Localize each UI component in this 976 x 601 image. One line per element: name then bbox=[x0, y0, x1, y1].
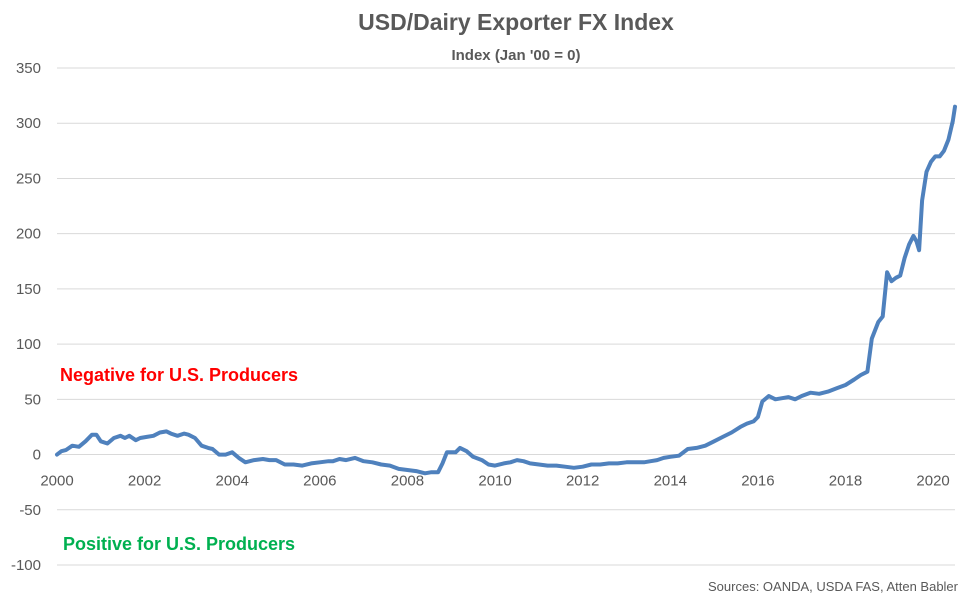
y-tick-label: 50 bbox=[24, 391, 41, 408]
x-tick-label: 2014 bbox=[654, 473, 687, 490]
x-tick-label: 2012 bbox=[566, 473, 599, 490]
y-tick-label: 100 bbox=[16, 336, 41, 353]
y-tick-label: -100 bbox=[11, 557, 41, 574]
y-tick-label: -50 bbox=[19, 502, 41, 519]
y-tick-label: 150 bbox=[16, 281, 41, 298]
negative-annotation: Negative for U.S. Producers bbox=[60, 365, 298, 385]
x-tick-label: 2006 bbox=[303, 473, 336, 490]
x-tick-label: 2016 bbox=[741, 473, 774, 490]
x-tick-label: 2020 bbox=[916, 473, 949, 490]
y-tick-label: 350 bbox=[16, 60, 41, 77]
x-tick-label: 2008 bbox=[391, 473, 424, 490]
source-note: Sources: OANDA, USDA FAS, Atten Babler bbox=[708, 579, 959, 594]
y-axis-tick-labels: -100 -50 0 50 100 150 200 250 300 350 bbox=[11, 60, 41, 574]
chart-subtitle: Index (Jan '00 = 0) bbox=[451, 47, 580, 64]
x-tick-label: 2000 bbox=[40, 473, 73, 490]
x-axis-tick-labels: 2000 2002 2004 2006 2008 2010 2012 2014 2016 2018… bbox=[40, 473, 949, 490]
positive-annotation: Positive for U.S. Producers bbox=[63, 534, 295, 554]
x-tick-label: 2010 bbox=[478, 473, 511, 490]
y-tick-label: 300 bbox=[16, 115, 41, 132]
y-tick-label: 200 bbox=[16, 226, 41, 243]
y-tick-label: 0 bbox=[33, 447, 41, 464]
chart-title: USD/Dairy Exporter FX Index bbox=[358, 9, 674, 35]
gridlines bbox=[57, 67, 955, 566]
x-tick-label: 2018 bbox=[829, 473, 862, 490]
series-line-group bbox=[55, 104, 957, 476]
y-tick-label: 250 bbox=[16, 170, 41, 187]
x-tick-label: 2002 bbox=[128, 473, 161, 490]
series-line bbox=[55, 104, 957, 476]
x-tick-label: 2004 bbox=[216, 473, 249, 490]
